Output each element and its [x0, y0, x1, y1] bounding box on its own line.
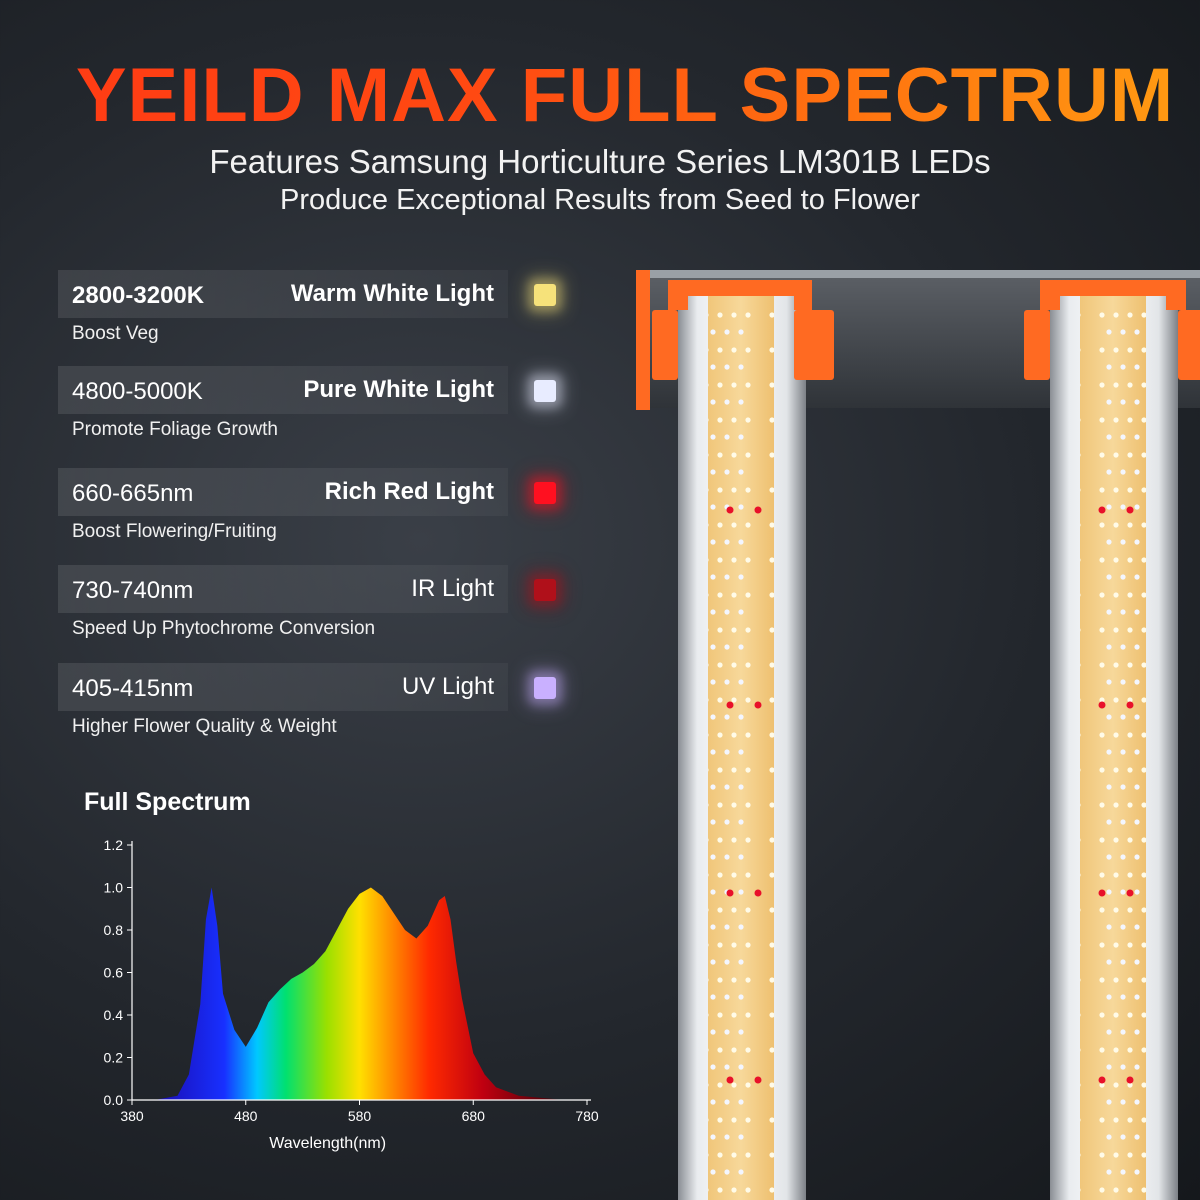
x-tick-label: 380 — [120, 1108, 144, 1124]
feature-description: Higher Flower Quality & Weight — [72, 716, 337, 737]
red-led-dot — [754, 506, 762, 514]
x-tick-label: 480 — [234, 1108, 258, 1124]
red-led-dot — [1126, 889, 1134, 897]
red-led-dot — [1098, 889, 1106, 897]
y-tick-label: 0.8 — [104, 922, 124, 938]
spectrum-heading: Full Spectrum — [84, 788, 251, 816]
feature-description: Boost Veg — [72, 323, 159, 344]
red-led-dot — [1098, 506, 1106, 514]
feature-range: 405-415nm — [72, 675, 194, 702]
feature-description: Boost Flowering/Fruiting — [72, 521, 277, 542]
red-led-dot — [754, 889, 762, 897]
rich-red-led-icon — [534, 482, 556, 504]
uv-led-icon — [534, 677, 556, 699]
feature-band — [58, 663, 508, 711]
red-led-dot — [754, 701, 762, 709]
red-led-dot — [726, 889, 734, 897]
spectrum-area — [154, 887, 565, 1100]
led-bar-1 — [636, 270, 834, 1200]
feature-warm-white: 2800-3200K Warm White Light Boost Veg — [58, 270, 578, 380]
x-tick-label: 580 — [348, 1108, 372, 1124]
feature-band — [58, 270, 508, 318]
feature-uv: 405-415nm UV Light Higher Flower Quality… — [58, 663, 578, 773]
y-tick-label: 1.2 — [104, 837, 124, 853]
red-led-dot — [726, 506, 734, 514]
x-axis-label: Wavelength(nm) — [269, 1135, 386, 1152]
x-tick-label: 680 — [462, 1108, 486, 1124]
spectrum-chart: 0.0 0.2 0.4 0.6 0.8 1.0 1.2 380 480 580 680 780 Wave… — [104, 837, 599, 1152]
ir-led-icon — [534, 579, 556, 601]
y-tick-label: 0.4 — [104, 1007, 124, 1023]
feature-band — [58, 366, 508, 414]
warm-white-led-icon — [534, 284, 556, 306]
y-tick-label: 0.2 — [104, 1050, 124, 1066]
feature-light-name: Rich Red Light — [324, 478, 494, 505]
feature-band — [58, 468, 508, 516]
red-led-dot — [1126, 701, 1134, 709]
feature-light-name: IR Light — [411, 575, 494, 602]
y-tick-label: 1.0 — [104, 880, 124, 896]
feature-range: 730-740nm — [72, 577, 194, 604]
red-led-dot — [1126, 1076, 1134, 1084]
led-bar-2 — [1024, 280, 1200, 1200]
led-fixture-image — [636, 270, 1200, 1200]
red-led-dot — [1098, 701, 1106, 709]
x-tick-label: 780 — [575, 1108, 599, 1124]
feature-range: 2800-3200K — [72, 282, 205, 309]
feature-description: Speed Up Phytochrome Conversion — [72, 618, 376, 639]
y-tick-label: 0.6 — [104, 965, 124, 981]
feature-light-name: UV Light — [401, 673, 494, 700]
red-led-dot — [726, 701, 734, 709]
red-led-dot — [1098, 1076, 1106, 1084]
y-tick-label: 0.0 — [104, 1092, 124, 1108]
feature-description: Promote Foliage Growth — [72, 419, 278, 440]
red-led-dot — [754, 1076, 762, 1084]
feature-pure-white: 4800-5000K Pure White Light Promote Foli… — [58, 366, 578, 476]
pure-white-led-icon — [534, 380, 556, 402]
headline: YEILD MAX FULL SPECTRUM — [0, 52, 1200, 139]
subtitle-line-2: Produce Exceptional Results from Seed to… — [280, 184, 920, 216]
feature-rich-red: 660-665nm Rich Red Light Boost Flowering… — [58, 468, 578, 578]
feature-light-name: Warm White Light — [290, 280, 494, 307]
feature-range: 660-665nm — [72, 480, 194, 507]
feature-light-name: Pure White Light — [303, 376, 494, 403]
subtitle-line-1: Features Samsung Horticulture Series LM3… — [209, 143, 991, 180]
feature-band — [58, 565, 508, 613]
feature-range: 4800-5000K — [72, 378, 203, 405]
red-led-dot — [1126, 506, 1134, 514]
feature-ir: 730-740nm IR Light Speed Up Phytochrome … — [58, 565, 578, 675]
red-led-dot — [726, 1076, 734, 1084]
